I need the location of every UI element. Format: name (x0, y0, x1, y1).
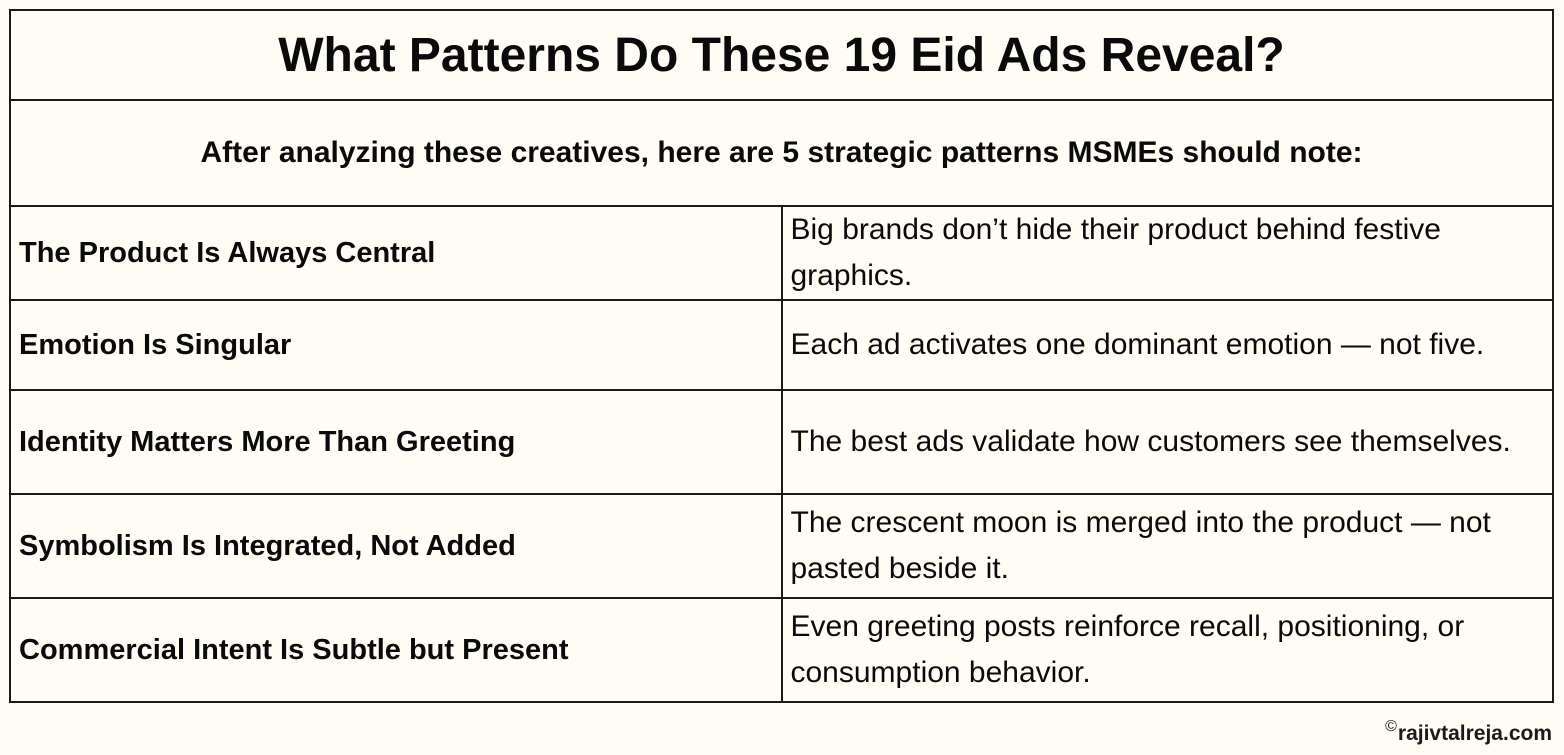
title-row: What Patterns Do These 19 Eid Ads Reveal… (9, 9, 1554, 101)
pattern-description: Big brands don’t hide their product behi… (780, 205, 1554, 301)
pattern-description: Even greeting posts reinforce recall, po… (780, 597, 1554, 703)
pattern-label: Commercial Intent Is Subtle but Present (9, 597, 783, 703)
pattern-label: The Product Is Always Central (9, 205, 783, 301)
patterns-table: What Patterns Do These 19 Eid Ads Reveal… (9, 9, 1554, 703)
pattern-description: Each ad activates one dominant emotion —… (780, 299, 1554, 391)
table-row: Commercial Intent Is Subtle but Present … (9, 597, 1554, 703)
page-title: What Patterns Do These 19 Eid Ads Reveal… (9, 9, 1554, 101)
footer-credit: ©rajivtalreja.com (1385, 718, 1552, 746)
table-row: The Product Is Always Central Big brands… (9, 205, 1554, 301)
pattern-description: The crescent moon is merged into the pro… (780, 493, 1554, 599)
pattern-description: The best ads validate how customers see … (780, 389, 1554, 495)
table-row: Emotion Is Singular Each ad activates on… (9, 299, 1554, 391)
subtitle-row: After analyzing these creatives, here ar… (9, 99, 1554, 207)
table-row: Symbolism Is Integrated, Not Added The c… (9, 493, 1554, 599)
pattern-label: Symbolism Is Integrated, Not Added (9, 493, 783, 599)
credit-text: rajivtalreja.com (1397, 722, 1552, 745)
page-subtitle: After analyzing these creatives, here ar… (9, 99, 1554, 207)
copyright-icon: © (1385, 718, 1397, 735)
pattern-label: Emotion Is Singular (9, 299, 783, 391)
table-row: Identity Matters More Than Greeting The … (9, 389, 1554, 495)
pattern-label: Identity Matters More Than Greeting (9, 389, 783, 495)
